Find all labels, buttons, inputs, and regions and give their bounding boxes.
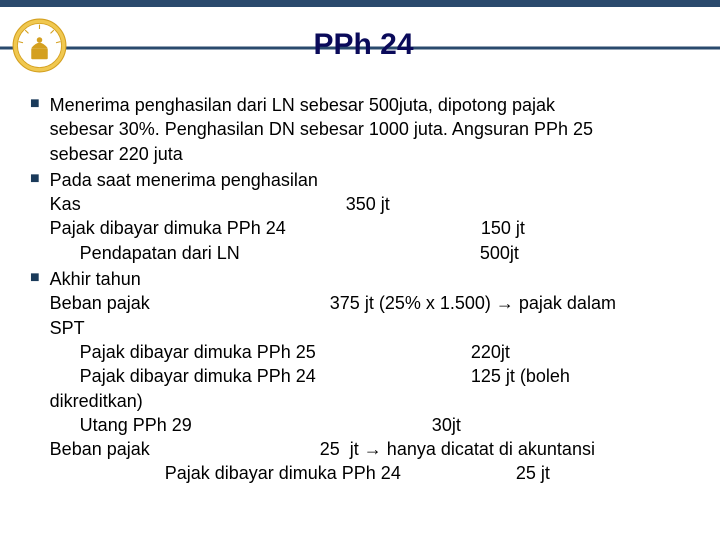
text-line: sebesar 220 juta [50,142,593,166]
text-line: Pajak dibayar dimuka PPh 25 220jt [50,340,616,364]
item-text: Pada saat menerima penghasilan Kas 350 j… [50,168,525,265]
text-line: Pajak dibayar dimuka PPh 24 25 jt [50,461,616,485]
text-line: Beban pajak 375 jt (25% x 1.500) → pajak… [50,291,616,315]
item-text: Menerima penghasilan dari LN sebesar 500… [50,93,593,166]
bullet-icon: ■ [30,95,40,113]
text-line: Pajak dibayar dimuka PPh 24 150 jt [50,216,525,240]
text-line: Menerima penghasilan dari LN sebesar 500… [50,93,593,117]
university-logo [12,18,67,73]
text-line: dikreditkan) [50,389,616,413]
bullet-icon: ■ [30,170,40,188]
item-text: Akhir tahun Beban pajak 375 jt (25% x 1.… [50,267,616,486]
text-line: Pajak dibayar dimuka PPh 24 125 jt (bole… [50,364,616,388]
bullet-item: ■ Pada saat menerima penghasilan Kas 350… [30,168,690,265]
slide-content: ■ Menerima penghasilan dari LN sebesar 5… [0,85,720,486]
text-line: Pada saat menerima penghasilan [50,168,525,192]
text-line: Pendapatan dari LN 500jt [50,241,525,265]
text-line: SPT [50,316,616,340]
bullet-item: ■ Akhir tahun Beban pajak 375 jt (25% x … [30,267,690,486]
text-line: Utang PPh 29 30jt [50,413,616,437]
slide-header: PPh 24 [0,0,720,85]
slide-title: PPh 24 [67,28,720,62]
text-line: Akhir tahun [50,267,616,291]
bullet-icon: ■ [30,269,40,287]
text-line: sebesar 30%. Penghasilan DN sebesar 1000… [50,117,593,141]
text-line: Beban pajak 25 jt → hanya dicatat di aku… [50,437,616,461]
text-line: Kas 350 jt [50,192,525,216]
bullet-item: ■ Menerima penghasilan dari LN sebesar 5… [30,93,690,166]
